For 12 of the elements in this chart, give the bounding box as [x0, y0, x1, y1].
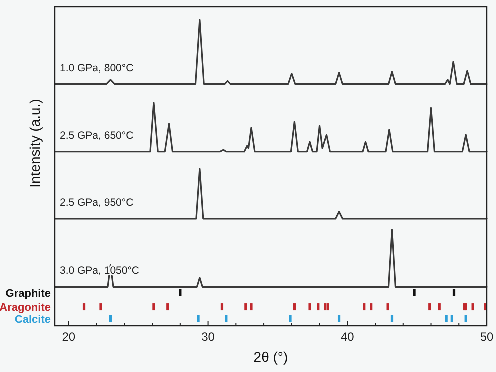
series-label: 2.5 GPa, 650°C: [60, 130, 134, 142]
x-tick-label: 20: [62, 330, 76, 344]
series-label: 2.5 GPa, 950°C: [60, 196, 134, 209]
x-tick-label: 40: [340, 330, 355, 344]
x-tick-label: 30: [202, 330, 216, 344]
text: Calcite: [14, 314, 51, 326]
x-tick-label: 50: [480, 330, 494, 344]
y-axis-title: Intensity (a.u.): [27, 99, 43, 188]
text: Graphite: [6, 288, 51, 300]
series-label: 1.0 GPa, 800°C: [60, 62, 134, 74]
x-axis-title: 2θ (°): [254, 349, 288, 365]
text: Aragonite: [0, 302, 51, 314]
